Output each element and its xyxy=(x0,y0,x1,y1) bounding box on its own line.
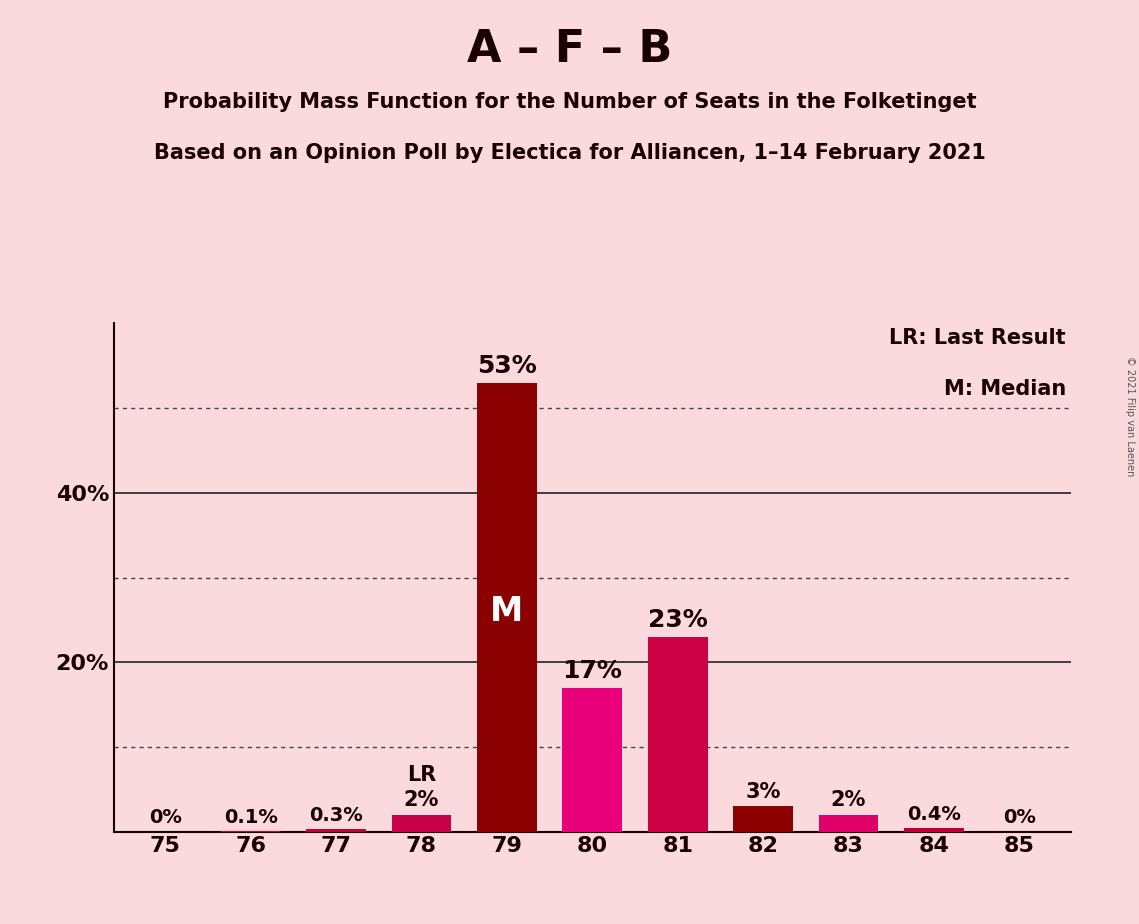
Text: Probability Mass Function for the Number of Seats in the Folketinget: Probability Mass Function for the Number… xyxy=(163,92,976,113)
Bar xyxy=(392,815,451,832)
Text: 3%: 3% xyxy=(745,782,781,802)
Bar xyxy=(648,637,707,832)
Text: A – F – B: A – F – B xyxy=(467,28,672,71)
Text: 53%: 53% xyxy=(477,354,536,378)
Text: LR: Last Result: LR: Last Result xyxy=(890,328,1066,348)
Bar xyxy=(477,383,536,832)
Text: 23%: 23% xyxy=(648,608,707,632)
Text: © 2021 Filip van Laenen: © 2021 Filip van Laenen xyxy=(1125,356,1134,476)
Text: 17%: 17% xyxy=(563,659,622,683)
Bar xyxy=(563,687,622,832)
Text: 2%: 2% xyxy=(830,790,867,810)
Text: 0.3%: 0.3% xyxy=(309,806,363,825)
Text: M: M xyxy=(490,595,524,628)
Bar xyxy=(904,828,964,832)
Text: Based on an Opinion Poll by Electica for Alliancen, 1–14 February 2021: Based on an Opinion Poll by Electica for… xyxy=(154,143,985,164)
Text: 0%: 0% xyxy=(1003,808,1035,827)
Bar xyxy=(819,815,878,832)
Text: M: Median: M: Median xyxy=(943,379,1066,399)
Text: LR: LR xyxy=(407,765,436,785)
Bar xyxy=(306,829,366,832)
Text: 2%: 2% xyxy=(403,790,440,810)
Text: 0.4%: 0.4% xyxy=(907,805,961,824)
Text: 0.1%: 0.1% xyxy=(223,808,278,826)
Bar xyxy=(734,806,793,832)
Text: 0%: 0% xyxy=(149,808,181,827)
